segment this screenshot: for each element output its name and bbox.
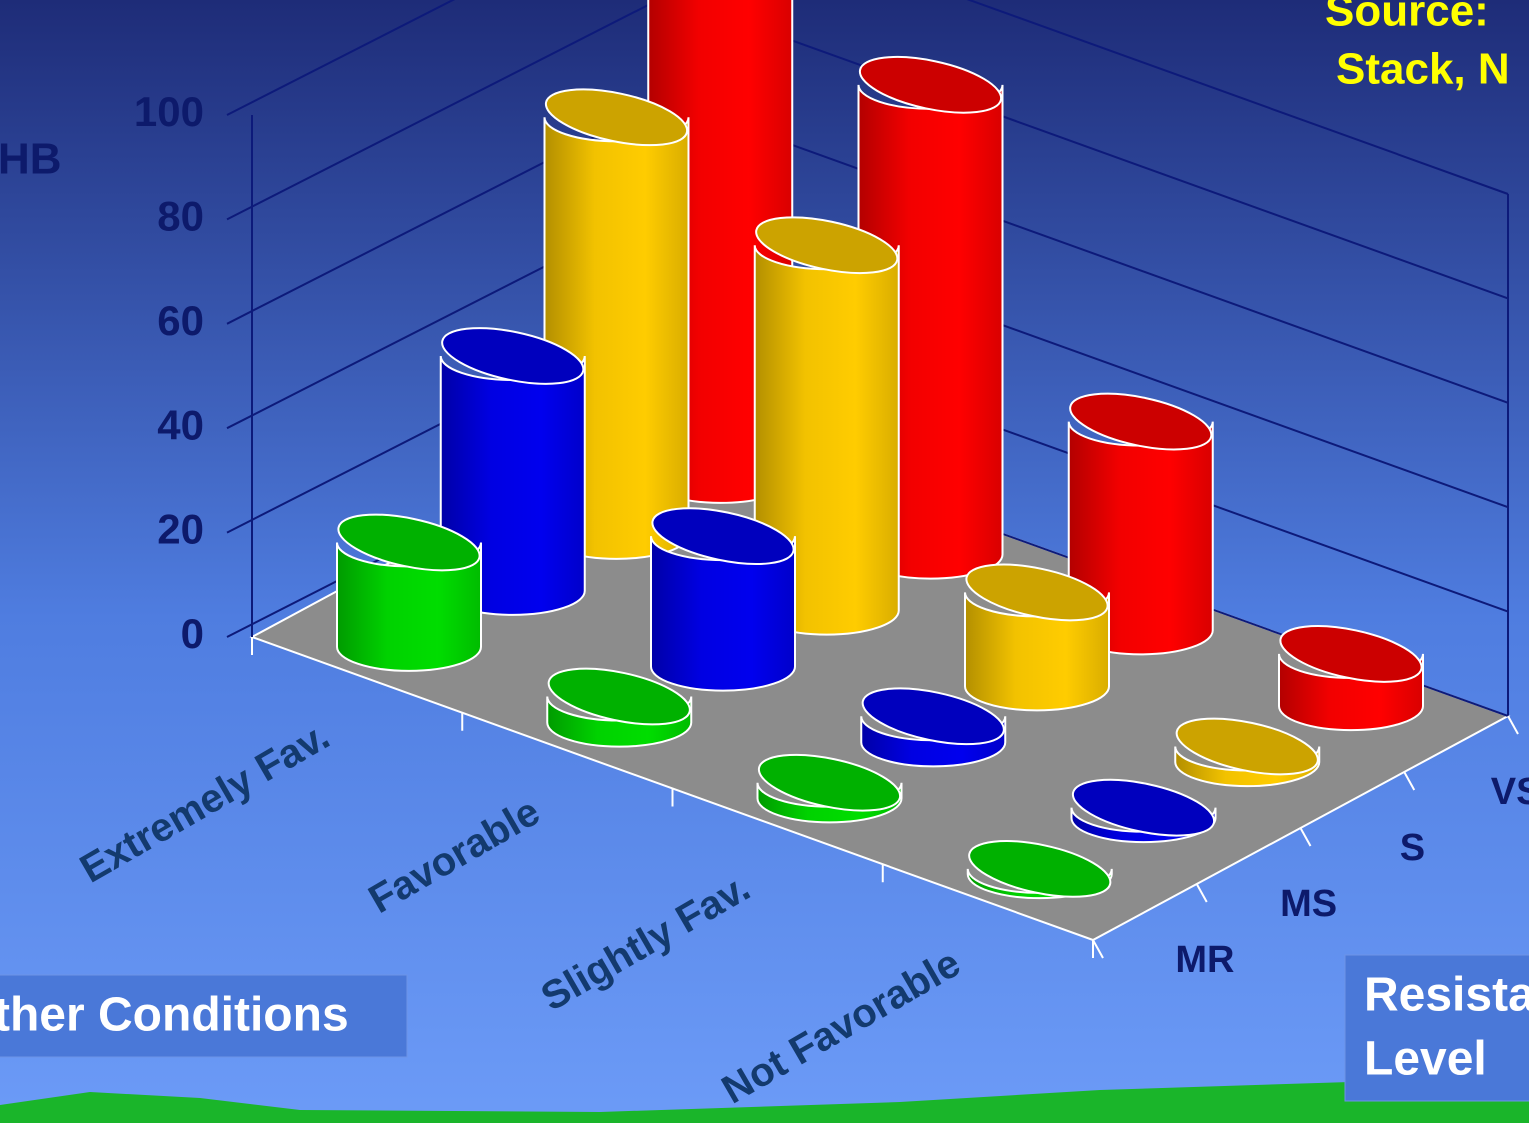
- cylinder-top: [441, 327, 585, 385]
- z-tick: [1507, 715, 1519, 735]
- y-axis-label: HB: [0, 135, 62, 184]
- cylinder-top: [1279, 625, 1423, 683]
- z-tick: [1195, 883, 1208, 903]
- cylinder-top: [1071, 778, 1216, 837]
- grid-line: [226, 0, 1509, 195]
- cylinder: [1067, 392, 1214, 656]
- legend-title: Level: [1364, 1033, 1487, 1086]
- cylinder: [1070, 778, 1217, 844]
- hill: [0, 1078, 1529, 1123]
- cylinder-top: [1069, 392, 1213, 451]
- legend-label: MR: [1175, 939, 1234, 981]
- y-tick-label: 20: [157, 506, 204, 553]
- cylinder: [336, 513, 482, 672]
- cylinder-top: [755, 216, 899, 275]
- cylinder-top: [965, 563, 1109, 622]
- y-tick-label: 80: [157, 192, 204, 239]
- y-tick-label: 100: [134, 88, 204, 135]
- cylinder-top: [968, 840, 1112, 898]
- x-label-box: [0, 974, 408, 1058]
- cylinder-side: [964, 592, 1110, 712]
- y-tick-label: 40: [157, 401, 204, 448]
- legend-title: Resista: [1364, 969, 1529, 1022]
- cylinder-top: [544, 88, 689, 147]
- z-tick: [1092, 939, 1104, 959]
- cylinder-top: [858, 55, 1003, 114]
- cylinder: [860, 687, 1007, 768]
- z-tick: [1299, 827, 1312, 847]
- cylinder-side: [756, 782, 903, 824]
- x-axis-label: ther Conditions: [0, 989, 349, 1042]
- cylinder: [753, 216, 900, 636]
- cylinder: [1278, 625, 1424, 732]
- cylinder: [966, 840, 1113, 900]
- cylinder: [650, 507, 796, 692]
- cylinder-side: [336, 542, 482, 672]
- source: Stack, N: [1336, 45, 1510, 94]
- legend-label: VS: [1491, 771, 1529, 813]
- legend-label: MS: [1280, 883, 1337, 925]
- cylinder: [1174, 717, 1321, 788]
- legend-title-box: [1344, 954, 1529, 1102]
- y-tick-label: 60: [157, 297, 204, 344]
- cylinder-top: [337, 513, 481, 572]
- cylinder-side: [650, 536, 796, 692]
- z-tick: [1403, 771, 1416, 791]
- cylinder-top: [651, 507, 795, 565]
- cylinder-top: [1175, 717, 1319, 776]
- cylinder-top: [757, 753, 902, 812]
- cylinder-top: [861, 687, 1005, 746]
- cylinder: [546, 667, 693, 748]
- cylinder-side: [1174, 746, 1321, 788]
- source: Source:: [1325, 0, 1489, 36]
- cylinder-top: [547, 667, 691, 726]
- legend-label: S: [1400, 827, 1425, 869]
- grid-line: [226, 0, 1509, 300]
- cylinder: [756, 753, 903, 824]
- cylinder-side: [1278, 653, 1424, 732]
- cylinder: [964, 563, 1110, 712]
- y-tick-label: 0: [181, 610, 204, 657]
